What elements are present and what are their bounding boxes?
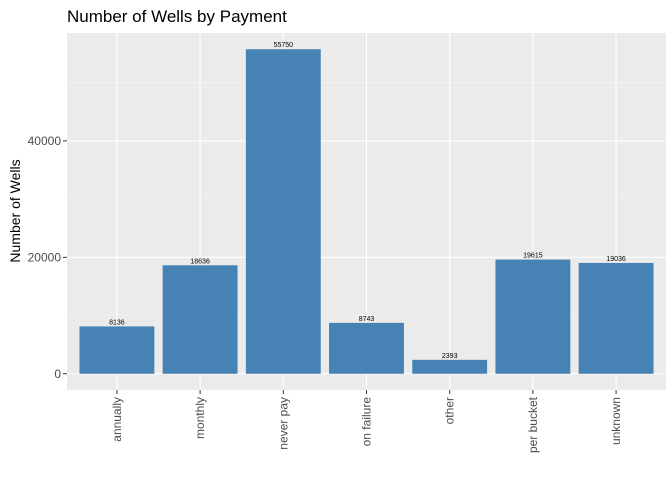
bar-unknown [578,262,654,374]
bar-monthly [162,265,238,374]
x-tick-label: on failure [360,397,374,447]
data-labels: 8136 18636 55750 8743 2393 19615 19036 [109,42,626,360]
bar-annually [79,326,155,374]
x-tick-label: other [443,397,457,424]
x-tick-label: per bucket [526,396,540,453]
x-tick-label: never pay [276,397,290,450]
data-label: 55750 [274,42,294,49]
data-label: 19615 [523,253,543,260]
bar-other [412,359,488,374]
y-tick-label: 40000 [28,134,62,148]
data-label: 2393 [442,353,458,360]
bar-never-pay [245,49,321,374]
y-axis-title: Number of Wells [7,159,23,262]
x-tick-label: unknown [609,397,623,445]
chart-title: Number of Wells by Payment [67,7,287,26]
data-label: 8136 [109,319,125,326]
y-tick-label: 0 [54,367,61,381]
x-tick-label: monthly [193,397,207,439]
y-axis: 0 20000 40000 [28,134,67,381]
data-label: 19036 [606,256,626,263]
y-tick-label: 20000 [28,250,62,264]
data-label: 18636 [190,258,210,265]
data-label: 8743 [359,316,375,323]
bars [79,49,654,374]
x-tick-label: annually [110,397,124,442]
bar-on-failure [329,322,404,374]
bar-per-bucket [495,259,571,374]
x-axis: annually monthly never pay on failure other p… [110,390,623,453]
